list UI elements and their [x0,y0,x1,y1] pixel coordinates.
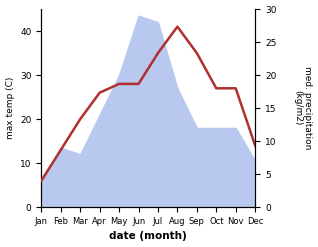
Y-axis label: med. precipitation
(kg/m2): med. precipitation (kg/m2) [293,66,313,150]
X-axis label: date (month): date (month) [109,231,187,242]
Y-axis label: max temp (C): max temp (C) [5,77,15,139]
